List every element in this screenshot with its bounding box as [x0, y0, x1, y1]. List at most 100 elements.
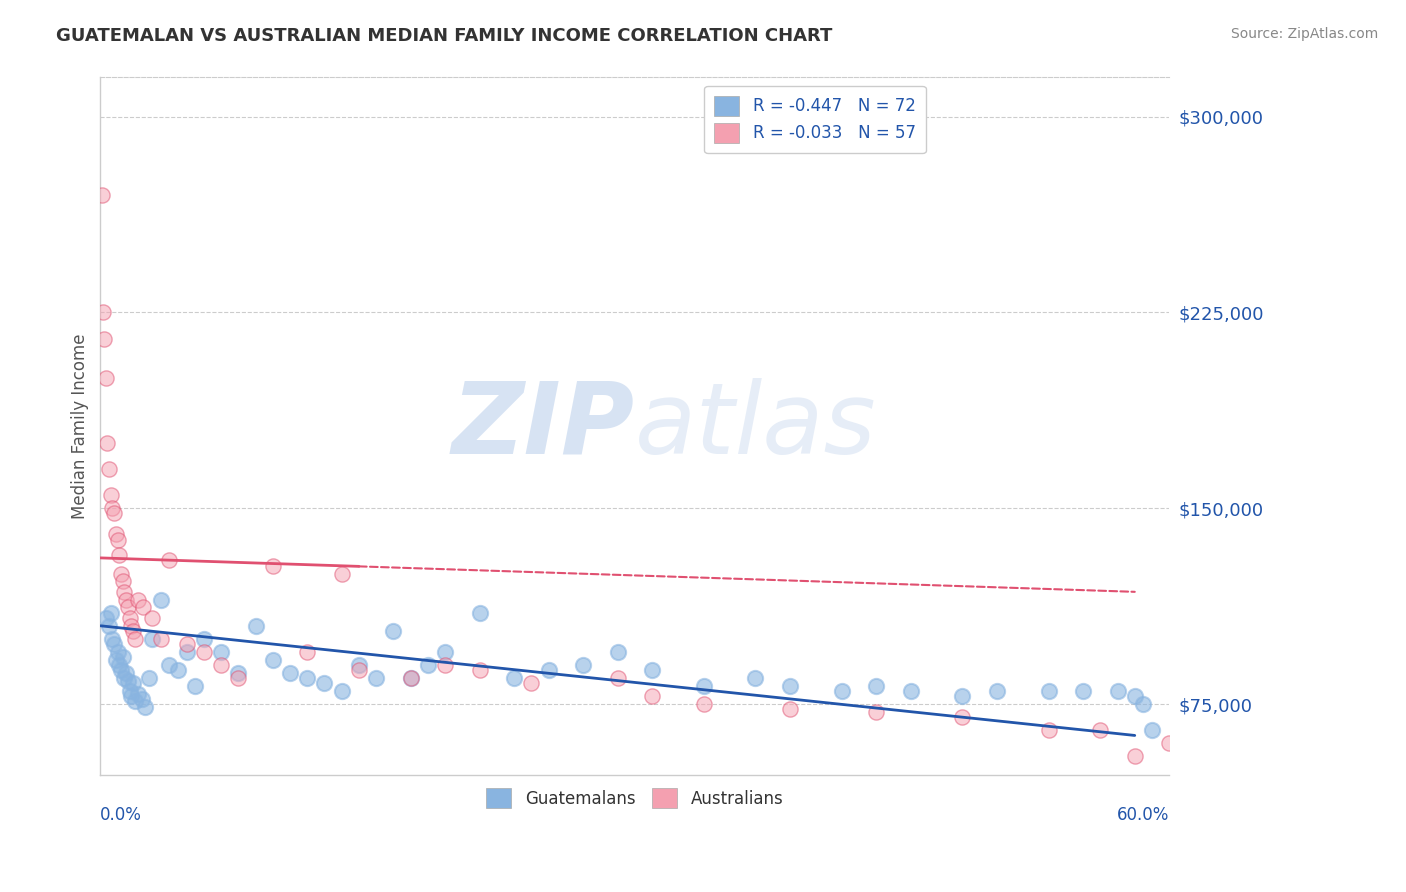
Point [865, 679, 887, 693]
Point [1071, 684, 1094, 698]
Point [416, 657, 439, 672]
Point [118, 611, 141, 625]
Text: ZIP: ZIP [451, 377, 634, 475]
Point [986, 684, 1008, 698]
Point [1132, 697, 1154, 711]
Point [1261, 763, 1284, 777]
Point [120, 690, 142, 704]
Point [1123, 749, 1146, 764]
Point [537, 663, 560, 677]
Point [399, 671, 422, 685]
Point [1365, 780, 1388, 795]
Point [141, 632, 163, 646]
Point [262, 653, 284, 667]
Point [101, 632, 124, 646]
Point [1330, 775, 1353, 789]
Point [209, 657, 232, 672]
Point [108, 657, 131, 672]
Point [107, 645, 129, 659]
Point [167, 663, 190, 677]
Point [94, 370, 117, 384]
Point [434, 645, 457, 659]
Point [111, 574, 134, 589]
Point [94, 611, 117, 625]
Point [779, 679, 801, 693]
Point [110, 566, 132, 581]
Point [118, 684, 141, 698]
Point [606, 671, 628, 685]
Point [1159, 736, 1181, 750]
Point [104, 527, 127, 541]
Point [107, 533, 129, 547]
Point [314, 676, 336, 690]
Point [1123, 690, 1146, 704]
Point [1038, 723, 1060, 738]
Point [176, 645, 198, 659]
Point [1192, 749, 1215, 764]
Point [193, 632, 215, 646]
Legend: Guatemalans, Australians: Guatemalans, Australians [479, 781, 790, 815]
Point [96, 436, 118, 450]
Point [330, 566, 353, 581]
Point [226, 671, 249, 685]
Point [110, 663, 132, 677]
Point [1107, 684, 1129, 698]
Point [950, 690, 973, 704]
Point [1296, 767, 1319, 781]
Point [122, 676, 145, 690]
Point [149, 632, 172, 646]
Point [831, 684, 853, 698]
Text: 0.0%: 0.0% [100, 806, 142, 824]
Point [115, 592, 138, 607]
Point [641, 690, 664, 704]
Point [132, 600, 155, 615]
Point [98, 462, 121, 476]
Point [91, 305, 114, 319]
Point [1038, 684, 1060, 698]
Point [108, 549, 131, 563]
Point [114, 584, 136, 599]
Text: 60.0%: 60.0% [1116, 806, 1170, 824]
Point [503, 671, 526, 685]
Point [382, 624, 405, 638]
Point [347, 657, 370, 672]
Point [127, 592, 149, 607]
Point [149, 592, 172, 607]
Text: GUATEMALAN VS AUSTRALIAN MEDIAN FAMILY INCOME CORRELATION CHART: GUATEMALAN VS AUSTRALIAN MEDIAN FAMILY I… [56, 27, 832, 45]
Point [100, 606, 122, 620]
Point [468, 663, 491, 677]
Point [114, 671, 136, 685]
Point [520, 676, 543, 690]
Point [297, 645, 319, 659]
Text: atlas: atlas [634, 377, 876, 475]
Point [1090, 723, 1112, 738]
Point [950, 710, 973, 724]
Point [127, 687, 149, 701]
Point [193, 645, 215, 659]
Point [103, 507, 125, 521]
Point [245, 619, 267, 633]
Point [572, 657, 595, 672]
Point [399, 671, 422, 685]
Point [744, 671, 766, 685]
Point [278, 665, 301, 680]
Point [262, 558, 284, 573]
Point [865, 705, 887, 719]
Point [1227, 757, 1250, 772]
Point [779, 702, 801, 716]
Point [104, 653, 127, 667]
Point [117, 600, 139, 615]
Point [184, 679, 207, 693]
Point [366, 671, 388, 685]
Point [176, 637, 198, 651]
Point [115, 665, 138, 680]
Point [330, 684, 353, 698]
Point [103, 637, 125, 651]
Point [468, 606, 491, 620]
Point [693, 679, 716, 693]
Y-axis label: Median Family Income: Median Family Income [72, 334, 89, 519]
Text: Source: ZipAtlas.com: Source: ZipAtlas.com [1230, 27, 1378, 41]
Point [157, 657, 180, 672]
Point [209, 645, 232, 659]
Point [111, 650, 134, 665]
